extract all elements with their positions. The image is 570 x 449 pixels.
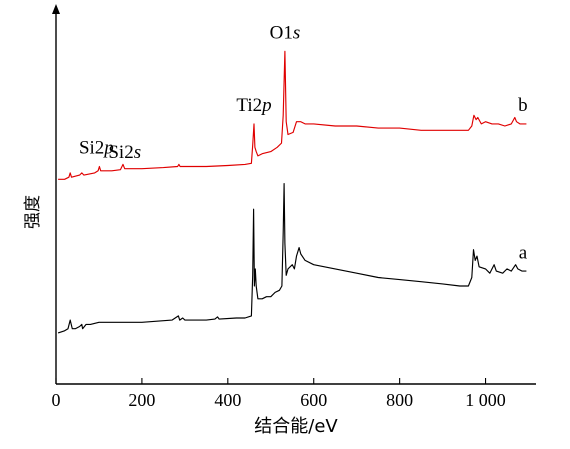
annotation-label: Si2s <box>108 142 141 163</box>
annotation-label: Si2p <box>79 138 114 159</box>
axes <box>52 4 536 385</box>
annotation-text: a <box>519 242 528 263</box>
spectrum-series <box>57 50 527 334</box>
annotation-text: Si2 <box>79 138 104 159</box>
x-tick-label: 600 <box>300 390 327 410</box>
annotation-text: O1 <box>270 23 293 44</box>
x-axis-ticks: 0 200 400 600 800 1 000 <box>52 378 506 410</box>
x-tick-label: 200 <box>128 390 155 410</box>
annotation-text: Ti2 <box>236 95 262 116</box>
annotation-italic-suffix: p <box>260 95 272 116</box>
y-axis-label: 强度 <box>23 195 43 229</box>
series-b-line <box>58 50 527 180</box>
y-axis-arrow <box>52 4 60 14</box>
x-axis-label: 结合能/eV <box>254 416 338 437</box>
annotation-italic-suffix: p <box>102 138 114 159</box>
x-tick-label: 400 <box>214 390 241 410</box>
series-a-line <box>57 183 527 334</box>
annotation-text: Si2 <box>108 142 133 163</box>
annotation-label: Ti2p <box>236 95 271 116</box>
x-tick-label: 1 000 <box>465 390 506 410</box>
annotation-text: b <box>518 95 528 116</box>
annotation-label: a <box>519 242 528 263</box>
annotation-italic-suffix: s <box>293 23 300 44</box>
x-tick-label: 0 <box>52 390 61 410</box>
x-tick-label: 800 <box>386 390 413 410</box>
annotation-label: O1s <box>270 23 301 44</box>
annotation-italic-suffix: s <box>134 142 141 163</box>
annotation-label: b <box>518 95 528 116</box>
